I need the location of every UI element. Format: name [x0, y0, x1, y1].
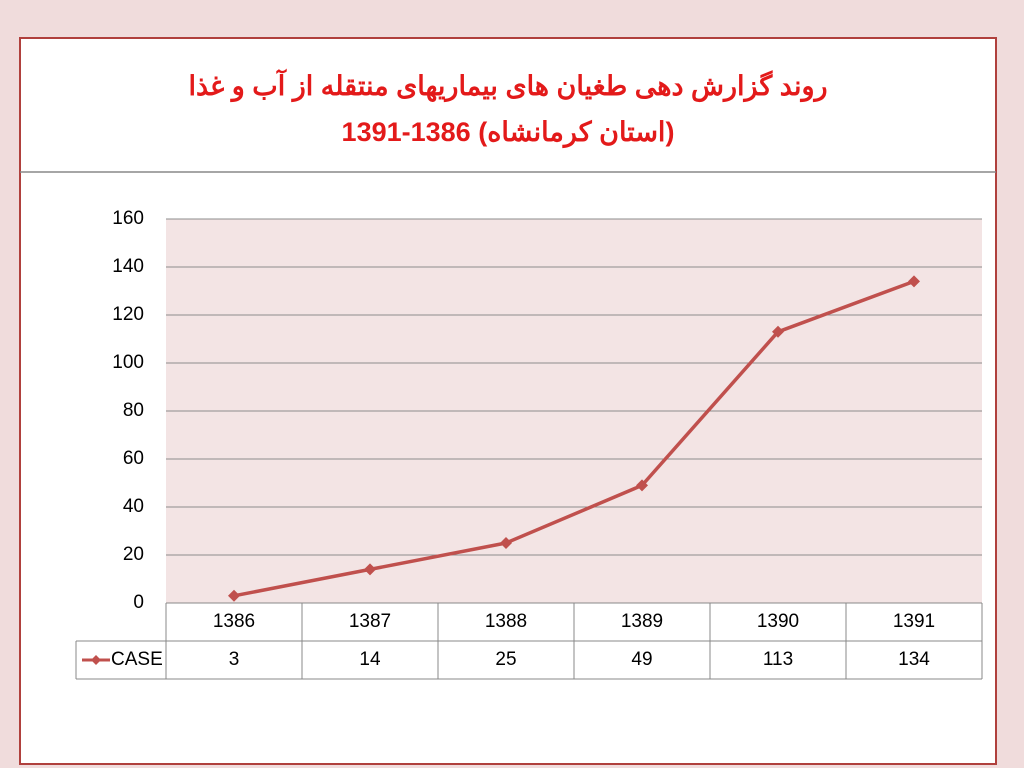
y-tick-label: 40: [123, 496, 144, 517]
y-tick-label: 120: [112, 304, 144, 325]
chart-subtitle: (استان کرمانشاه) 1386-1391: [342, 117, 675, 149]
data-point: [636, 479, 648, 492]
series-line: [233, 279, 915, 598]
y-tick-label: 20: [123, 544, 144, 565]
x-tick-label: 1390: [757, 611, 799, 632]
y-tick-label: 160: [112, 208, 144, 229]
x-tick-label: 1388: [485, 611, 527, 632]
table-value: 3: [229, 649, 240, 670]
data-point: [772, 325, 784, 338]
table-value: 134: [898, 649, 930, 670]
chart-title: روند گزارش دهی طغیان های بیماریهای منتقل…: [188, 68, 827, 103]
data-point: [500, 537, 512, 549]
legend-label: CASE: [111, 649, 163, 670]
data-point: [228, 589, 240, 602]
y-tick-label: 60: [123, 448, 144, 469]
x-tick-label: 1386: [213, 611, 255, 632]
data-point: [908, 275, 920, 288]
table-value: 113: [763, 649, 793, 670]
y-tick-label: 80: [123, 400, 144, 421]
x-tick-label: 1391: [893, 611, 935, 632]
y-tick-label: 100: [112, 352, 144, 373]
data-point: [364, 563, 376, 576]
legend-marker: [91, 655, 101, 665]
x-tick-label: 1389: [621, 611, 663, 632]
table-value: 14: [359, 649, 381, 670]
x-tick-label: 1387: [349, 611, 391, 632]
y-tick-label: 0: [133, 592, 144, 613]
table-value: 49: [631, 649, 652, 670]
table-value: 25: [495, 649, 516, 670]
y-tick-label: 140: [112, 256, 144, 277]
